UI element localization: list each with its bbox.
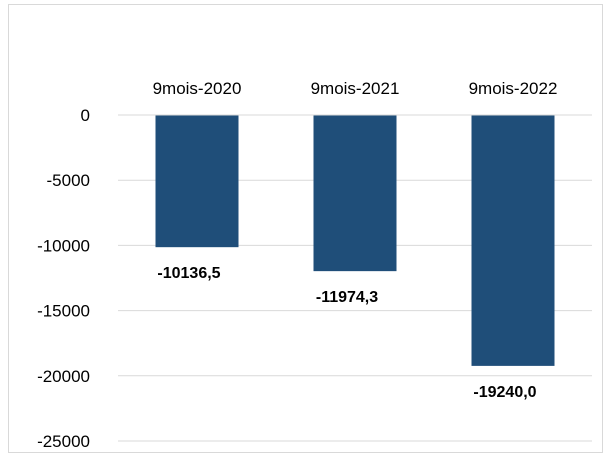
data-label: -19240,0 (473, 384, 536, 401)
bar (155, 115, 239, 248)
y-tick-label: -20000 (37, 367, 90, 386)
category-label: 9mois-2022 (469, 79, 558, 98)
y-tick-label: -5000 (47, 171, 90, 190)
y-tick-label: -15000 (37, 302, 90, 321)
data-label: -10136,5 (157, 265, 220, 282)
bar (313, 115, 397, 272)
y-tick-label: -10000 (37, 236, 90, 255)
y-tick-label: 0 (81, 106, 90, 125)
y-tick-label: -25000 (37, 432, 90, 451)
bar (471, 115, 555, 366)
category-label: 9mois-2021 (311, 79, 400, 98)
data-label: -11974,3 (316, 289, 378, 306)
category-label: 9mois-2020 (153, 79, 242, 98)
